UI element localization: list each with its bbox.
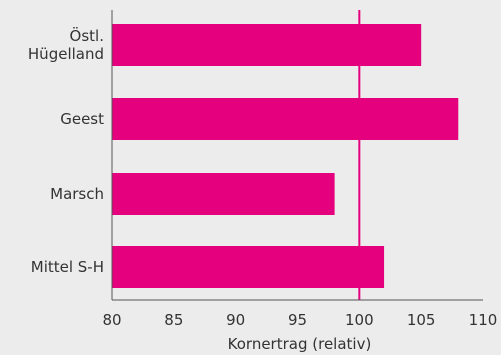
bar <box>112 98 459 140</box>
x-tick-label: 110 <box>469 311 498 329</box>
x-tick-label: 90 <box>226 311 245 329</box>
x-tick-label: 80 <box>102 311 121 329</box>
bar <box>112 246 385 288</box>
category-label: Geest <box>60 110 104 128</box>
x-tick-label: 95 <box>288 311 307 329</box>
x-tick-label: 85 <box>164 311 183 329</box>
category-labels: Östl. Hügelland Geest Marsch Mittel S-H <box>28 26 104 276</box>
x-tick-label: 100 <box>345 311 374 329</box>
bars-group <box>112 24 459 288</box>
bar <box>112 24 422 66</box>
category-label: Mittel S-H <box>31 258 104 276</box>
category-label: Östl. Hügelland <box>28 26 104 63</box>
x-tick-labels: 80 85 90 95 100 105 110 <box>102 311 497 329</box>
x-axis-title: Kornertrag (relativ) <box>228 335 372 353</box>
category-label: Marsch <box>50 185 104 203</box>
x-tick-label: 105 <box>407 311 436 329</box>
bar <box>112 173 335 215</box>
